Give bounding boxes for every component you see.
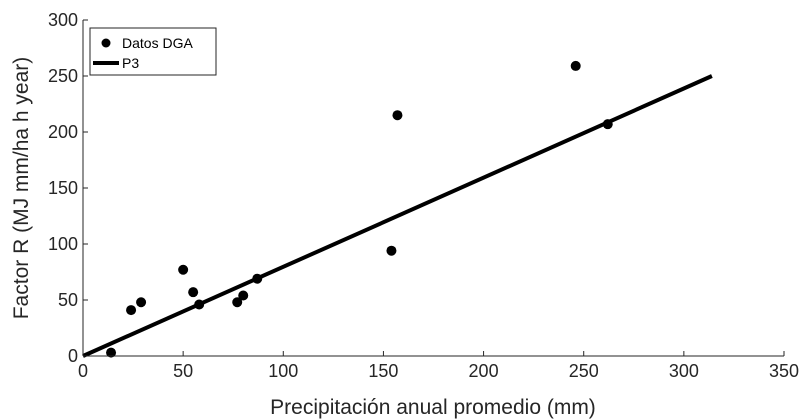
x-tick-label: 150 — [368, 361, 398, 381]
plot-area — [83, 61, 712, 358]
x-tick-label: 300 — [669, 361, 699, 381]
data-point — [188, 287, 198, 297]
y-tick-label: 50 — [58, 290, 78, 310]
legend: Datos DGA P3 — [90, 28, 216, 75]
data-point — [392, 110, 402, 120]
legend-label-p3: P3 — [122, 55, 139, 71]
data-point — [571, 61, 581, 71]
y-tick-label: 150 — [48, 178, 78, 198]
data-point — [386, 246, 396, 256]
y-tick-label: 300 — [48, 10, 78, 30]
y-tick-label: 200 — [48, 122, 78, 142]
y-ticks: 0 50 100 150 200 250 300 — [48, 10, 88, 366]
y-tick-label: 0 — [68, 346, 78, 366]
legend-label-datos-dga: Datos DGA — [122, 35, 193, 51]
x-tick-label: 350 — [769, 361, 799, 381]
data-point — [178, 265, 188, 275]
data-point — [126, 305, 136, 315]
data-point — [136, 297, 146, 307]
y-tick-label: 250 — [48, 66, 78, 86]
data-point — [252, 274, 262, 284]
x-axis-title: Precipitación anual promedio (mm) — [270, 396, 596, 419]
x-tick-label: 250 — [569, 361, 599, 381]
x-tick-label: 0 — [78, 361, 88, 381]
y-axis-title: Factor R (MJ mm/ha h year) — [10, 57, 33, 320]
x-tick-label: 200 — [469, 361, 499, 381]
legend-marker-datos-dga — [102, 39, 111, 48]
data-point — [238, 291, 248, 301]
y-tick-label: 100 — [48, 234, 78, 254]
x-tick-label: 100 — [268, 361, 298, 381]
data-point — [194, 299, 204, 309]
x-tick-label: 50 — [173, 361, 193, 381]
data-point — [603, 119, 613, 129]
